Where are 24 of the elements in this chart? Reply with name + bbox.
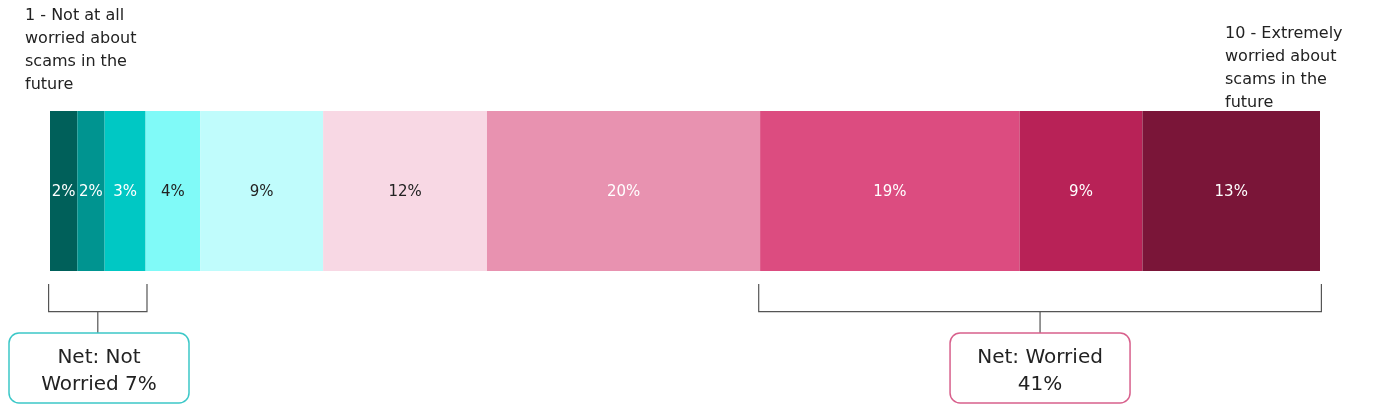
- bar: [323, 111, 487, 271]
- text: Net: Not Worried 7%: [41, 344, 157, 395]
- bar: [1019, 111, 1143, 271]
- text: Net: Worried 41%: [977, 344, 1103, 395]
- text: 1 - Not at all worried about scams in the future: [25, 5, 137, 93]
- data-label: 9%: [249, 182, 274, 201]
- bar: [77, 111, 105, 271]
- data-label: 12%: [388, 182, 422, 201]
- bar: [50, 111, 78, 271]
- bar: [760, 111, 1020, 271]
- data-label: 19%: [873, 182, 907, 201]
- bar: [104, 111, 146, 271]
- annotation: 10 - Extremely worried about scams in the future: [1225, 23, 1343, 111]
- bar: [1142, 111, 1320, 271]
- data-label: 9%: [1069, 182, 1093, 201]
- data-label: 2%: [51, 182, 76, 201]
- bar: [486, 111, 761, 271]
- data-label: 3%: [113, 182, 138, 201]
- data-label: 4%: [161, 182, 185, 201]
- data-label: 20%: [606, 182, 641, 201]
- data-label: 13%: [1214, 182, 1248, 201]
- data-label: 2%: [79, 182, 103, 201]
- bar: [145, 111, 201, 271]
- bar: [200, 111, 324, 271]
